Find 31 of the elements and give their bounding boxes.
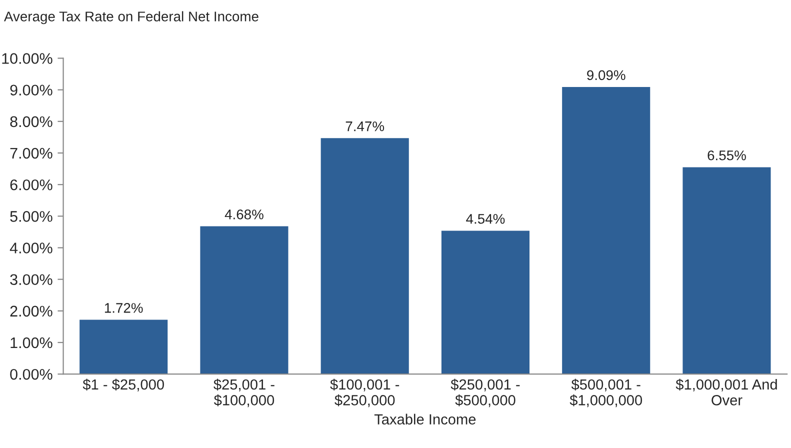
x-tick-label: $25,001 - $100,000: [214, 378, 274, 408]
y-tick-label: 10.00%: [2, 53, 52, 64]
x-tick-label: $1,000,001 And Over: [676, 378, 777, 406]
y-tick-label: 7.00%: [10, 148, 52, 159]
y-tick-label: 8.00%: [10, 116, 52, 128]
x-axis-title: Taxable Income: [374, 414, 476, 425]
x-tick-label: $100,001 - $250,000: [330, 378, 400, 408]
x-tick-label: $500,001 - $1,000,000: [570, 378, 642, 408]
data-label: 4.54%: [466, 214, 505, 224]
y-tick-label: 6.00%: [10, 179, 52, 190]
y-tick-label: 1.00%: [10, 337, 52, 348]
y-tick-label: 0.00%: [10, 368, 52, 380]
chart-title: Average Tax Rate on Federal Net Income: [4, 11, 258, 24]
bar: [200, 226, 288, 374]
data-label: 7.47%: [346, 121, 384, 132]
bar: [682, 167, 771, 374]
data-label: 6.55%: [708, 150, 746, 160]
y-tick-label: 5.00%: [10, 211, 52, 222]
data-label: 9.09%: [587, 70, 626, 80]
x-tick-label: $250,001 - $500,000: [450, 378, 520, 408]
y-tick-label: 2.00%: [10, 306, 52, 317]
bar: [80, 320, 168, 374]
bar: [320, 138, 409, 374]
bar: [562, 86, 650, 374]
y-tick-label: 9.00%: [10, 84, 52, 96]
y-tick-label: 3.00%: [10, 274, 52, 286]
y-tick-label: 4.00%: [10, 242, 52, 254]
bar: [441, 230, 530, 374]
data-label: 1.72%: [104, 303, 143, 313]
x-tick-label: $1 - $25,000: [82, 378, 164, 392]
data-label: 4.68%: [224, 210, 264, 220]
